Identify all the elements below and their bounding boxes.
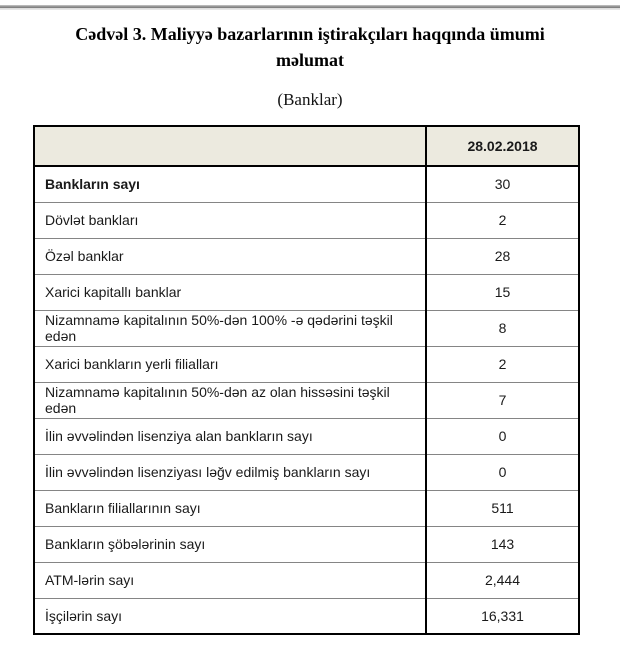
table-row: Dövlət bankları 2 (34, 201, 579, 238)
row-label: İşçilərin sayı (34, 597, 426, 634)
row-value: 0 (425, 417, 579, 454)
row-value: 7 (425, 381, 579, 418)
table-row: Bankların sayı 30 (34, 165, 579, 202)
table-row: İşçilərin sayı 16,331 (34, 597, 579, 634)
table-header-row: 28.02.2018 (34, 126, 579, 167)
table-row: Nizamnamə kapitalının 50%-dən 100% -ə qə… (34, 309, 579, 346)
row-value: 28 (425, 237, 579, 274)
header-date-cell: 28.02.2018 (425, 126, 579, 167)
table-row: Özəl banklar 28 (34, 237, 579, 274)
row-label: Bankların sayı (34, 165, 426, 202)
table-row: Nizamnamə kapitalının 50%-dən az olan hi… (34, 381, 579, 418)
row-label: Dövlət bankları (34, 201, 426, 238)
row-label: Bankların filiallarının sayı (34, 489, 426, 526)
table-row: ATM-lərin sayı 2,444 (34, 561, 579, 598)
table-row: Bankların filiallarının sayı 511 (34, 489, 579, 526)
row-label: Xarici kapitallı banklar (34, 273, 426, 310)
banks-statistics-table: 28.02.2018 Bankların sayı 30 Dövlət bank… (33, 125, 580, 635)
row-label: ATM-lərin sayı (34, 561, 426, 598)
table-row: Xarici bankların yerli filialları 2 (34, 345, 579, 382)
row-value: 0 (425, 453, 579, 490)
row-label: İlin əvvəlindən lisenziyası ləğv edilmiş… (34, 453, 426, 490)
table-row: İlin əvvəlindən lisenziyası ləğv edilmiş… (34, 453, 579, 490)
row-value: 2 (425, 201, 579, 238)
row-label: Nizamnamə kapitalının 50%-dən az olan hi… (34, 381, 426, 418)
row-value: 30 (425, 165, 579, 202)
row-value: 15 (425, 273, 579, 310)
row-label: Nizamnamə kapitalının 50%-dən 100% -ə qə… (34, 309, 426, 346)
row-value: 8 (425, 309, 579, 346)
row-label: Özəl banklar (34, 237, 426, 274)
row-value: 2,444 (425, 561, 579, 598)
header-empty-cell (34, 126, 426, 167)
table-row: İlin əvvəlindən lisenziya alan bankların… (34, 417, 579, 454)
row-value: 16,331 (425, 597, 579, 634)
table-row: Xarici kapitallı banklar 15 (34, 273, 579, 310)
row-value: 2 (425, 345, 579, 382)
page-top-rule (0, 5, 620, 10)
row-label: Xarici bankların yerli filialları (34, 345, 426, 382)
page-subtitle: (Banklar) (277, 90, 343, 109)
row-value: 511 (425, 489, 579, 526)
row-label: Bankların şöbələrinin sayı (34, 525, 426, 562)
document-page: Cədvəl 3. Maliyyə bazarlarının iştirakçı… (0, 5, 620, 663)
row-label: İlin əvvəlindən lisenziya alan bankların… (34, 417, 426, 454)
table-row: Bankların şöbələrinin sayı 143 (34, 525, 579, 562)
page-title: Cədvəl 3. Maliyyə bazarlarının iştirakçı… (75, 24, 545, 70)
row-value: 143 (425, 525, 579, 562)
